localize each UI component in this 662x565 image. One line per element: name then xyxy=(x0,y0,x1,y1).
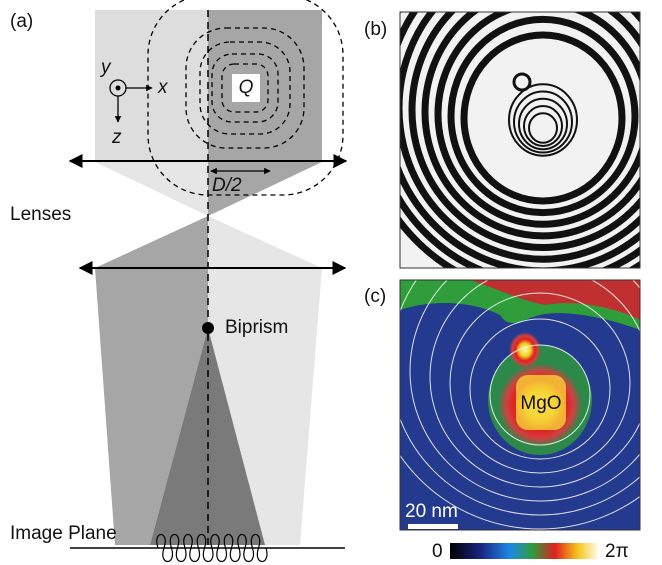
axis-z-label: z xyxy=(111,127,122,148)
axis-x-label: x xyxy=(157,77,169,98)
beam xyxy=(95,216,208,268)
panel-a: Q y x z D/2 Lenses Biprism Image Plane (… xyxy=(10,0,346,562)
scale-bar-label: 20 nm xyxy=(405,501,458,522)
figure: Q y x z D/2 Lenses Biprism Image Plane (… xyxy=(0,0,662,565)
half-width-label: D/2 xyxy=(212,175,242,196)
panel-c-label: (c) xyxy=(364,286,386,307)
panel-b-label: (b) xyxy=(364,19,387,40)
biprism xyxy=(202,322,214,334)
colorbar xyxy=(450,543,600,559)
source-label: Q xyxy=(239,77,254,98)
axis-y-dot xyxy=(116,86,121,91)
field-right xyxy=(208,10,322,162)
beam xyxy=(208,216,322,268)
lenses-label: Lenses xyxy=(10,204,71,225)
phase-core xyxy=(509,332,541,368)
biprism-label: Biprism xyxy=(225,317,288,338)
image-plane-label: Image Plane xyxy=(10,523,117,544)
panel-b: (b) xyxy=(360,0,662,294)
colorbar-max: 2π xyxy=(605,541,629,562)
particle-label: MgO xyxy=(520,393,561,414)
axis-y-label: y xyxy=(99,57,112,78)
scale-bar xyxy=(408,524,458,529)
panel-a-label: (a) xyxy=(10,11,33,32)
beam xyxy=(95,162,208,216)
colorbar-min: 0 xyxy=(432,541,443,562)
